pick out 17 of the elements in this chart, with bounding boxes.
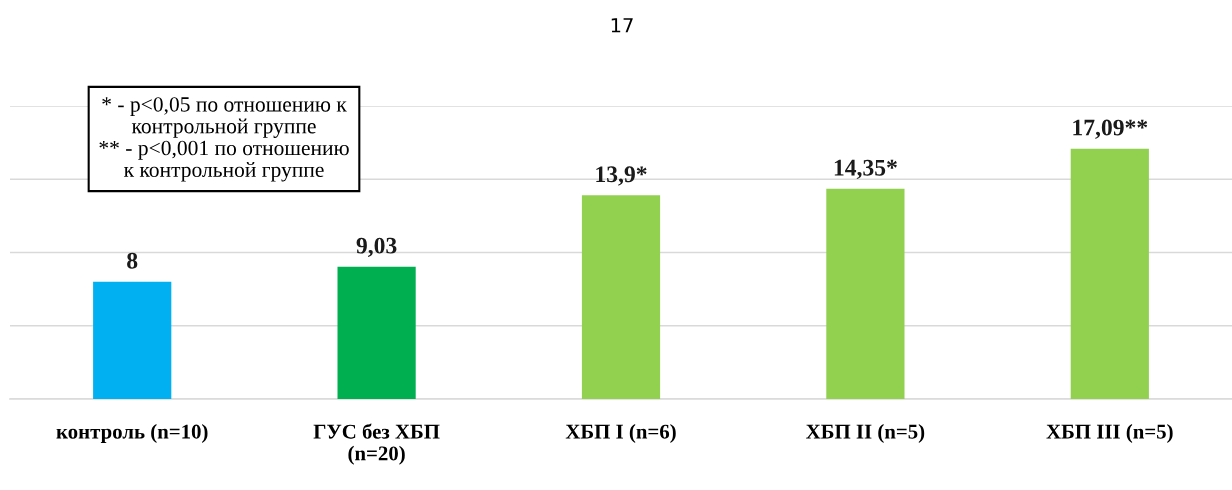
bar — [1070, 148, 1149, 399]
x-tick-label: ХБП III (n=5) — [1046, 424, 1173, 443]
x-tick-label: контроль (n=10) — [56, 424, 208, 443]
bar — [93, 281, 172, 399]
data-label: 8 — [127, 252, 138, 269]
data-label: 14,35* — [834, 159, 897, 180]
data-label: 17,09** — [1073, 119, 1148, 139]
annotation: * - p<0,05 по отношению к контрольной группе ** - p<0,001 по отношению к контрольной группе — [99, 97, 349, 182]
bar — [826, 188, 905, 399]
data-label: 13,9* — [596, 166, 647, 186]
x-tick-label: ГУС без ХБП (n=20) — [313, 423, 440, 465]
x-tick-label: ХБП II (n=5) — [806, 424, 925, 443]
data-label: 9,03 — [356, 237, 397, 257]
text: 17 — [611, 18, 633, 33]
bar — [337, 266, 416, 399]
bar — [581, 195, 661, 399]
x-tick-label: ХБП I (n=6) — [565, 424, 676, 443]
